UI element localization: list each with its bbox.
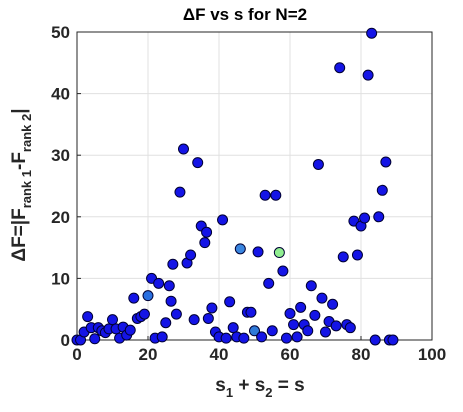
y-tick-label: 20 — [51, 208, 70, 227]
data-point — [302, 325, 314, 337]
data-point — [107, 314, 118, 326]
data-point — [224, 296, 236, 308]
y-tick-label: 30 — [51, 146, 70, 165]
data-point — [309, 309, 321, 321]
data-point — [273, 247, 285, 259]
data-point — [163, 280, 175, 292]
x-tick-label: 20 — [139, 345, 158, 364]
axis-ticks: 0 20 40 60 80 100 0 10 20 30 40 50 — [51, 23, 446, 364]
data-point — [362, 69, 374, 81]
data-point — [305, 280, 317, 292]
data-point — [178, 143, 189, 155]
data-point — [142, 290, 154, 302]
data-point — [202, 312, 214, 324]
data-point — [252, 246, 264, 258]
data-point — [327, 298, 339, 310]
data-point — [138, 308, 150, 320]
x-tick-label: 40 — [210, 345, 229, 364]
data-point — [199, 237, 211, 249]
data-point — [387, 334, 399, 346]
data-point — [174, 186, 186, 198]
x-tick-label: 100 — [418, 345, 446, 364]
data-point — [82, 311, 94, 323]
data-point — [256, 331, 268, 343]
y-axis-label: ΔF=|Frank 1-Frank 2| — [9, 108, 34, 261]
data-point — [167, 258, 179, 270]
data-point — [320, 326, 331, 338]
data-point — [263, 277, 275, 289]
data-point — [259, 189, 271, 201]
y-tick-label: 10 — [51, 269, 70, 288]
data-point — [351, 249, 363, 261]
data-point — [369, 334, 381, 346]
data-point — [344, 322, 356, 334]
data-point — [366, 27, 378, 39]
data-point — [124, 324, 136, 336]
data-point — [245, 306, 257, 318]
data-point — [217, 214, 229, 226]
x-axis-label: s1 + s2 = s — [215, 375, 305, 400]
data-point — [291, 331, 303, 343]
data-point — [376, 184, 388, 196]
data-point — [156, 331, 168, 343]
data-point — [234, 243, 246, 255]
data-point — [330, 320, 342, 332]
data-point — [188, 314, 200, 326]
x-tick-label: 80 — [352, 345, 371, 364]
data-point — [270, 189, 282, 201]
data-point — [192, 157, 204, 169]
data-point — [160, 317, 172, 329]
plot-frame — [76, 31, 433, 341]
x-tick-label: 0 — [72, 345, 81, 364]
data-point — [220, 332, 232, 344]
x-tick-label: 60 — [281, 345, 300, 364]
y-tick-label: 40 — [51, 85, 70, 104]
data-point — [153, 277, 165, 289]
data-point — [316, 292, 328, 304]
data-point — [312, 158, 324, 170]
data-point — [280, 332, 292, 344]
data-point — [277, 265, 289, 277]
y-tick-label: 0 — [61, 331, 70, 350]
data-point — [227, 322, 239, 334]
data-point — [373, 211, 385, 223]
data-point — [249, 325, 260, 337]
y-tick-label: 50 — [51, 23, 70, 42]
grid-lines — [76, 31, 433, 341]
data-point — [201, 226, 213, 238]
data-point — [337, 251, 349, 263]
data-point — [170, 308, 182, 320]
data-points — [71, 27, 399, 346]
chart-title: ΔF vs s for N=2 — [183, 5, 307, 24]
data-point — [185, 249, 197, 261]
data-point — [266, 325, 278, 337]
data-point — [295, 301, 307, 313]
data-point — [334, 62, 346, 74]
data-point — [206, 302, 218, 314]
data-point — [128, 292, 140, 304]
data-point — [89, 333, 101, 345]
data-point — [238, 332, 250, 344]
data-point — [359, 212, 371, 224]
data-point — [284, 308, 296, 320]
data-point — [165, 295, 177, 307]
data-point — [380, 156, 392, 168]
data-point — [288, 319, 300, 331]
